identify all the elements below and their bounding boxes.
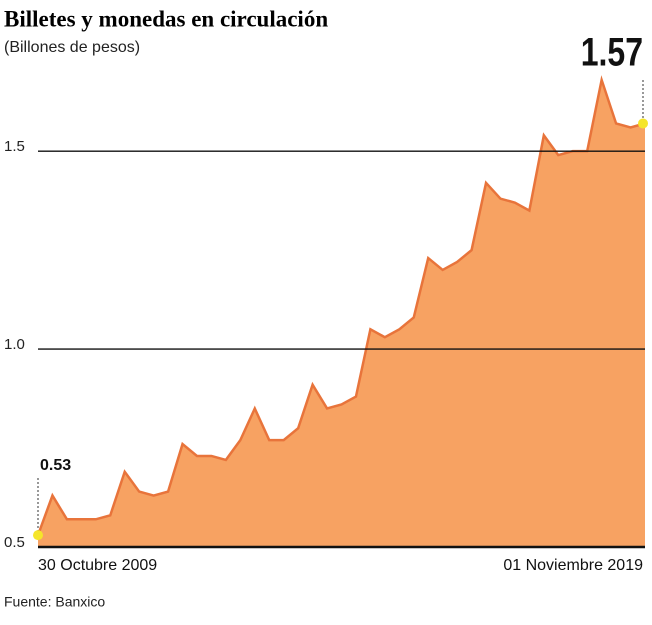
data-label: 1.57	[581, 29, 643, 74]
y-tick-label: 0.5	[4, 534, 25, 551]
marker	[33, 530, 43, 541]
source: Fuente: Banxico	[4, 594, 105, 610]
x-tick-label: 30 Octubre 2009	[38, 557, 157, 574]
y-tick-label: 1.0	[4, 336, 25, 353]
chart-title: Billetes y monedas en circulación	[4, 6, 328, 31]
line	[36, 75, 646, 536]
chart-subtitle: (Billones de pesos)	[4, 39, 140, 56]
y-tick-label: 1.5	[4, 138, 25, 155]
area	[38, 79, 645, 548]
marker	[638, 118, 648, 129]
data-label: 0.53	[40, 457, 71, 474]
x-tick-label: 01 Noviembre 2019	[503, 557, 643, 574]
